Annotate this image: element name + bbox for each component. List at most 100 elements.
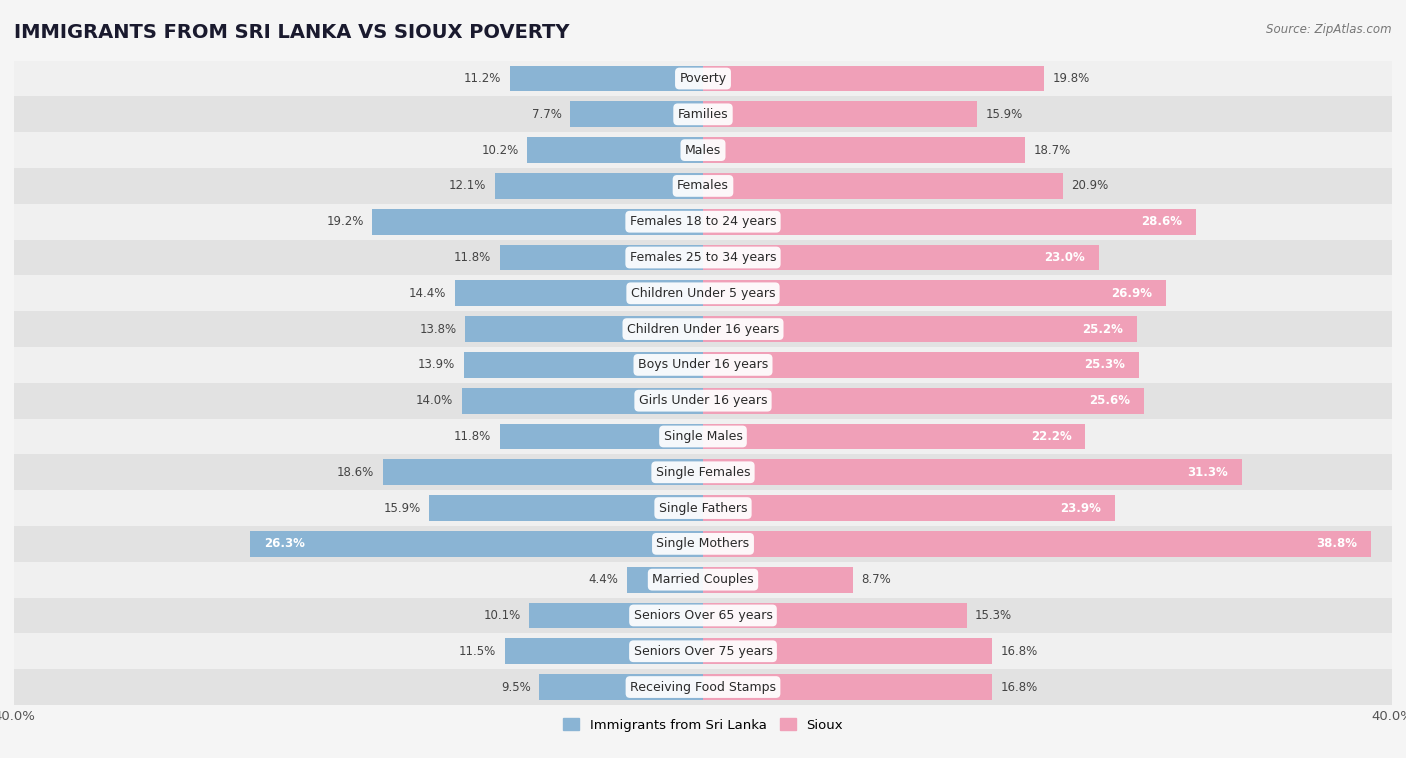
- Text: Single Mothers: Single Mothers: [657, 537, 749, 550]
- Bar: [703, 173, 1063, 199]
- Bar: [703, 245, 1099, 271]
- Bar: [456, 280, 703, 306]
- Bar: [703, 424, 1085, 449]
- Bar: [703, 280, 1167, 306]
- Text: Source: ZipAtlas.com: Source: ZipAtlas.com: [1267, 23, 1392, 36]
- Text: 26.3%: 26.3%: [264, 537, 305, 550]
- Bar: [14, 240, 1392, 275]
- Text: 7.7%: 7.7%: [531, 108, 562, 121]
- Text: 14.4%: 14.4%: [409, 287, 446, 300]
- Text: Children Under 16 years: Children Under 16 years: [627, 323, 779, 336]
- Text: 16.8%: 16.8%: [1001, 681, 1038, 694]
- Bar: [14, 204, 1392, 240]
- Text: IMMIGRANTS FROM SRI LANKA VS SIOUX POVERTY: IMMIGRANTS FROM SRI LANKA VS SIOUX POVER…: [14, 23, 569, 42]
- Text: Males: Males: [685, 143, 721, 157]
- Text: Poverty: Poverty: [679, 72, 727, 85]
- Bar: [703, 102, 977, 127]
- Text: 25.3%: 25.3%: [1084, 359, 1125, 371]
- Bar: [14, 562, 1392, 597]
- Text: Females 25 to 34 years: Females 25 to 34 years: [630, 251, 776, 264]
- Bar: [510, 66, 703, 92]
- Bar: [540, 674, 703, 700]
- Bar: [703, 674, 993, 700]
- Bar: [703, 531, 1371, 557]
- Bar: [382, 459, 703, 485]
- Bar: [14, 597, 1392, 634]
- Bar: [14, 490, 1392, 526]
- Text: Girls Under 16 years: Girls Under 16 years: [638, 394, 768, 407]
- Bar: [703, 137, 1025, 163]
- Bar: [373, 208, 703, 234]
- Bar: [250, 531, 703, 557]
- Text: Receiving Food Stamps: Receiving Food Stamps: [630, 681, 776, 694]
- Text: 25.6%: 25.6%: [1090, 394, 1130, 407]
- Bar: [703, 388, 1144, 414]
- Bar: [429, 495, 703, 521]
- Text: 11.5%: 11.5%: [460, 645, 496, 658]
- Text: 9.5%: 9.5%: [501, 681, 531, 694]
- Bar: [529, 603, 703, 628]
- Bar: [627, 567, 703, 593]
- Text: 11.2%: 11.2%: [464, 72, 502, 85]
- Text: 12.1%: 12.1%: [449, 180, 486, 193]
- Bar: [14, 96, 1392, 132]
- Bar: [499, 245, 703, 271]
- Text: 10.2%: 10.2%: [481, 143, 519, 157]
- Bar: [14, 418, 1392, 454]
- Text: Seniors Over 75 years: Seniors Over 75 years: [634, 645, 772, 658]
- Text: 31.3%: 31.3%: [1188, 465, 1229, 479]
- Bar: [703, 603, 966, 628]
- Bar: [464, 352, 703, 377]
- Text: Children Under 5 years: Children Under 5 years: [631, 287, 775, 300]
- Text: 15.9%: 15.9%: [384, 502, 420, 515]
- Bar: [495, 173, 703, 199]
- Bar: [14, 669, 1392, 705]
- Text: 38.8%: 38.8%: [1316, 537, 1358, 550]
- Bar: [14, 454, 1392, 490]
- Bar: [703, 352, 1139, 377]
- Bar: [505, 638, 703, 664]
- Bar: [14, 634, 1392, 669]
- Text: 15.9%: 15.9%: [986, 108, 1022, 121]
- Text: Single Females: Single Females: [655, 465, 751, 479]
- Text: 19.2%: 19.2%: [326, 215, 364, 228]
- Bar: [14, 312, 1392, 347]
- Bar: [465, 316, 703, 342]
- Text: 8.7%: 8.7%: [862, 573, 891, 586]
- Bar: [14, 168, 1392, 204]
- Text: 11.8%: 11.8%: [454, 251, 491, 264]
- Text: 10.1%: 10.1%: [484, 609, 520, 622]
- Text: 18.7%: 18.7%: [1033, 143, 1071, 157]
- Bar: [14, 132, 1392, 168]
- Text: 22.2%: 22.2%: [1031, 430, 1071, 443]
- Text: 13.9%: 13.9%: [418, 359, 456, 371]
- Bar: [703, 567, 853, 593]
- Text: Single Fathers: Single Fathers: [659, 502, 747, 515]
- Text: 15.3%: 15.3%: [976, 609, 1012, 622]
- Bar: [14, 526, 1392, 562]
- Text: Seniors Over 65 years: Seniors Over 65 years: [634, 609, 772, 622]
- Text: 23.0%: 23.0%: [1045, 251, 1085, 264]
- Bar: [703, 459, 1241, 485]
- Bar: [571, 102, 703, 127]
- Text: 18.6%: 18.6%: [337, 465, 374, 479]
- Text: Females: Females: [678, 180, 728, 193]
- Text: Boys Under 16 years: Boys Under 16 years: [638, 359, 768, 371]
- Bar: [703, 208, 1195, 234]
- Bar: [14, 61, 1392, 96]
- Bar: [703, 638, 993, 664]
- Text: Families: Families: [678, 108, 728, 121]
- Text: 28.6%: 28.6%: [1140, 215, 1182, 228]
- Text: 14.0%: 14.0%: [416, 394, 453, 407]
- Bar: [703, 316, 1137, 342]
- Bar: [14, 347, 1392, 383]
- Bar: [499, 424, 703, 449]
- Text: Married Couples: Married Couples: [652, 573, 754, 586]
- Text: 16.8%: 16.8%: [1001, 645, 1038, 658]
- Text: 11.8%: 11.8%: [454, 430, 491, 443]
- Bar: [461, 388, 703, 414]
- Text: 19.8%: 19.8%: [1053, 72, 1090, 85]
- Text: 13.8%: 13.8%: [419, 323, 457, 336]
- Text: Single Males: Single Males: [664, 430, 742, 443]
- Text: 20.9%: 20.9%: [1071, 180, 1109, 193]
